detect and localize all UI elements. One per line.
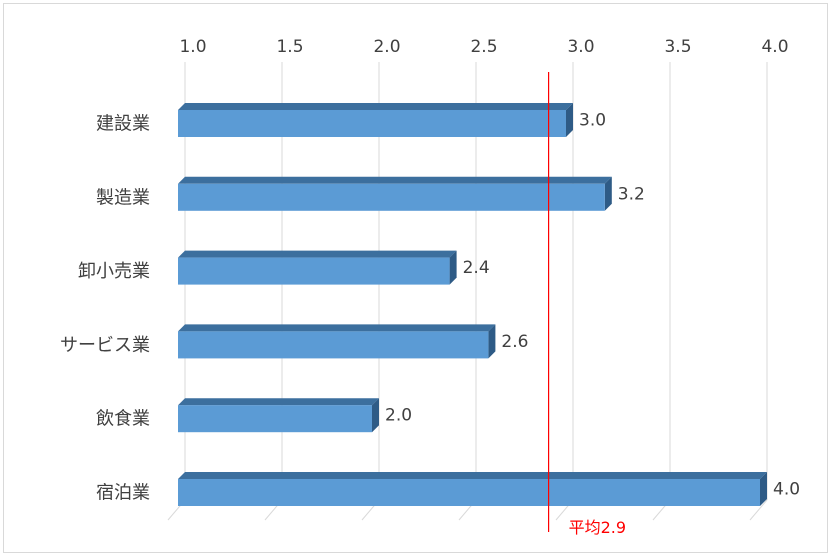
bar-side-face — [372, 398, 379, 433]
bar-top-face — [178, 176, 612, 184]
bar-side-face — [604, 176, 612, 211]
data-label: 2.4 — [463, 258, 490, 278]
data-label: 3.2 — [618, 184, 645, 204]
x-tick-label: 2.5 — [470, 37, 497, 57]
x-axis-ticks: 1.0 1.5 2.0 2.5 3.0 3.5 4.0 — [179, 37, 788, 57]
bar-side-face — [488, 324, 496, 359]
bar — [178, 331, 489, 359]
data-label: 2.6 — [501, 332, 528, 352]
x-tick-label: 4.0 — [761, 37, 788, 57]
bar-side-face — [760, 472, 767, 506]
bar-top-face — [178, 472, 767, 479]
x-tick-label: 1.5 — [276, 37, 303, 57]
average-reference: 平均2.9 — [547, 72, 626, 537]
category-label: 建設業 — [96, 114, 150, 135]
x-tick-label: 1.0 — [179, 37, 206, 57]
data-labels: 3.0 3.2 2.4 2.6 2.0 4.0 — [385, 111, 800, 500]
category-label: 卸小売業 — [78, 261, 150, 282]
category-label: 宿泊業 — [96, 483, 150, 504]
data-label: 4.0 — [773, 480, 800, 500]
floor-gridline — [749, 499, 768, 521]
bar — [178, 257, 450, 285]
category-label: 飲食業 — [96, 409, 150, 430]
bar-top-face — [178, 250, 457, 258]
bar-side-face — [566, 103, 573, 137]
x-tick-label: 2.0 — [373, 37, 400, 57]
bar-side-face — [449, 250, 457, 285]
data-label: 3.0 — [579, 111, 606, 131]
bar-top-face — [178, 324, 496, 332]
bar — [178, 479, 760, 506]
bar-top-face — [178, 103, 573, 110]
category-label: サービス業 — [60, 335, 150, 356]
bar — [178, 405, 372, 433]
data-label: 2.0 — [385, 406, 412, 426]
average-label: 平均2.9 — [569, 518, 626, 537]
bars — [178, 103, 767, 506]
category-label: 製造業 — [96, 187, 150, 208]
bar — [178, 110, 566, 137]
bar-top-face — [178, 398, 379, 406]
x-tick-label: 3.0 — [567, 37, 594, 57]
x-tick-label: 3.5 — [664, 37, 691, 57]
bar — [178, 183, 605, 211]
